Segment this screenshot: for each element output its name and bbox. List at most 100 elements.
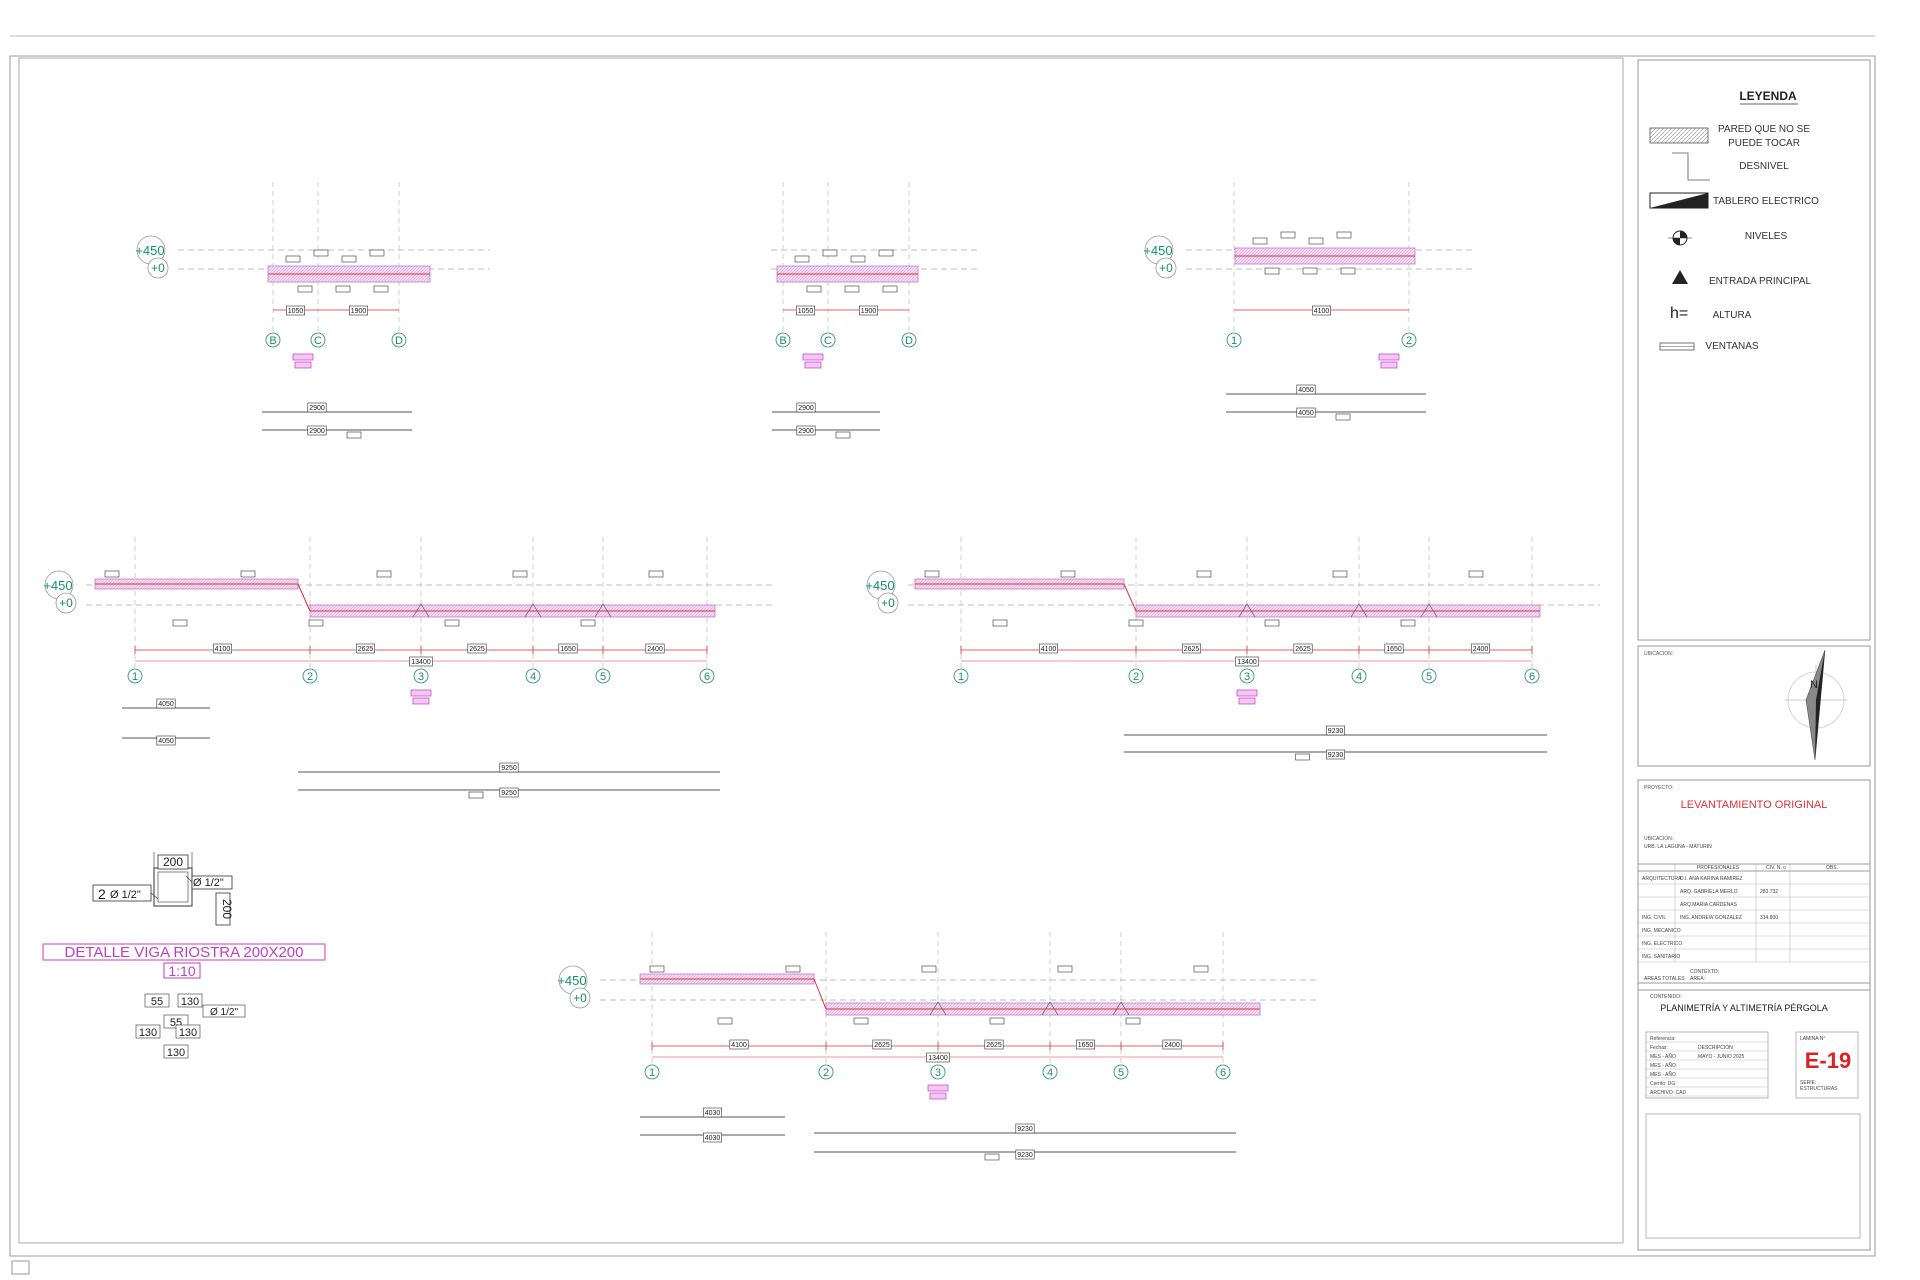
rebar-tag: [512, 570, 528, 578]
rebar-tag: [992, 619, 1008, 627]
bar-length-label: 4050: [1298, 410, 1314, 417]
section-ref-scale: [804, 361, 822, 369]
rebar-tag: [308, 619, 324, 627]
ref-label: MES - AÑO: [1650, 1071, 1676, 1078]
span-dimension: 1650: [1078, 1042, 1094, 1049]
axis-bubble: [1215, 1064, 1231, 1080]
section-ref: [1378, 353, 1400, 361]
prof-name: ARQ.MARIA CARDENAS: [1680, 902, 1738, 908]
project-location-value: URB. LA LAGUNA - MATURIN: [1644, 844, 1712, 850]
bar-length-label: 4050: [1298, 387, 1314, 394]
axis-label: 4: [1356, 671, 1362, 683]
total-dimension: 13400: [1237, 659, 1257, 666]
rebar-tag: [850, 255, 866, 263]
content-label: CONTENIDO:: [1650, 994, 1681, 1000]
rebar-tag: [1280, 231, 1296, 239]
legend-label-panel: TABLERO ELECTRICO: [1713, 196, 1819, 207]
bar-length-label: 4050: [158, 738, 174, 745]
section-ref: [927, 1084, 949, 1092]
axis-bubble: [391, 332, 407, 348]
legend: LEYENDA PARED QUE NO SE PUEDE TOCAR DESN…: [1649, 89, 1819, 352]
section-ref-scale: [1238, 697, 1256, 705]
bar-length-label: 9230: [1017, 1152, 1033, 1159]
svg-text:N: N: [1810, 679, 1818, 691]
rebar-tag: [346, 431, 362, 439]
rebar-tag: [1335, 413, 1351, 421]
axis-bubble: [1113, 1064, 1129, 1080]
column-joint: [1112, 1001, 1130, 1016]
span-dimension: 1050: [798, 308, 814, 315]
rebar-tag: [717, 1017, 733, 1025]
rebar-tag: [785, 965, 801, 973]
ref-label: Cerrito: DG: [1650, 1081, 1675, 1087]
bar-length-label: 4030: [705, 1110, 721, 1117]
rebar-tag: [1057, 965, 1073, 973]
axis-label: B: [269, 335, 276, 347]
level-bottom-label: +0: [573, 991, 587, 1005]
axis-bubble: [1401, 332, 1417, 348]
level-bottom-label: +0: [59, 596, 73, 610]
level-top-label: +450: [865, 578, 894, 593]
axis-label: 1: [649, 1067, 655, 1079]
axis-bubble: [302, 668, 318, 684]
span-dimension: 4100: [1314, 308, 1330, 315]
rebar-tag: [1264, 619, 1280, 627]
rebar-tag: [921, 965, 937, 973]
axis-bubble: [775, 332, 791, 348]
legend-label-height: ALTURA: [1713, 310, 1752, 321]
span-dimension: 1900: [861, 308, 877, 315]
level-bottom-label: +0: [1159, 261, 1173, 275]
prof-name: D.I. ANA KARINA RAMIREZ: [1680, 876, 1743, 882]
bar-length-label: 9230: [1328, 728, 1344, 735]
ref-label: ARCHIVO: CAD: [1650, 1090, 1687, 1096]
content-value: PLANIMETRÍA Y ALTIMETRÍA PÉRGOLA: [1660, 1003, 1828, 1013]
rebar-tag: [844, 285, 860, 293]
prof-area: ARQUITECTURA: [1642, 876, 1682, 882]
rebar-bend: [1123, 583, 1137, 612]
bar-length-label: 4030: [705, 1135, 721, 1142]
legend-label-wall-2: PUEDE TOCAR: [1728, 138, 1800, 149]
bar-length-label: 4050: [158, 701, 174, 708]
ref-value: MAYO - JUNIO 2025: [1698, 1054, 1745, 1060]
series-label: SERIE:: [1800, 1080, 1816, 1086]
rebar-tag: [297, 285, 313, 293]
stirrup-dimension: 130: [167, 1047, 185, 1059]
small-elevation-3: +450 +0 1 2 4100 4050 4050: [1143, 182, 1475, 421]
rebar-tag: [1308, 237, 1324, 245]
rebar-tag: [369, 249, 385, 257]
axis-label: 2: [1133, 671, 1139, 683]
legend-label-step: DESNIVEL: [1739, 161, 1789, 172]
axis-bubble: [1226, 332, 1242, 348]
axis-bubble: [1524, 668, 1540, 684]
location-block: UBICACION: N: [1644, 649, 1847, 761]
rebar-tag: [1400, 619, 1416, 627]
elevation-drawings: +450 +0 B C D 1050 1900 2900 2900 B C D 1050 1900 2900…: [43, 182, 1600, 1161]
span-dimension: 2625: [358, 646, 374, 653]
rebar-tag: [648, 570, 664, 578]
rebar-tag: [1252, 237, 1268, 245]
sheet-number: E-19: [1805, 1048, 1851, 1073]
rebar-tag: [1196, 570, 1212, 578]
axis-bubble: [413, 668, 429, 684]
ref-label: Fechas:: [1650, 1045, 1668, 1051]
long-elevation-1: +450 +0 1 2 3 4 5 6 4100 2625 2625 1650 2400 13400 925…: [43, 537, 775, 799]
legend-label-wall-1: PARED QUE NO SE: [1718, 124, 1810, 135]
axis-label: 6: [1529, 671, 1535, 683]
stirrup-dimension: 130: [139, 1027, 157, 1039]
rebar-tag: [822, 249, 838, 257]
rebar-tag: [285, 255, 301, 263]
title-block: [1637, 59, 1871, 1251]
series-value: ESTRUCTURAS: [1800, 1086, 1838, 1092]
rebar-tag: [1302, 267, 1318, 275]
rebar-tag: [794, 255, 810, 263]
total-dimension: 13400: [928, 1055, 948, 1062]
rebar-tag: [1264, 267, 1280, 275]
height-symbol-icon: h=: [1670, 305, 1688, 322]
project-title: LEVANTAMIENTO ORIGINAL: [1681, 799, 1828, 811]
rebar-tag: [924, 570, 940, 578]
rebar-tag: [104, 570, 120, 578]
rebar-tag: [1128, 619, 1144, 627]
section-ref-scale: [1380, 361, 1398, 369]
